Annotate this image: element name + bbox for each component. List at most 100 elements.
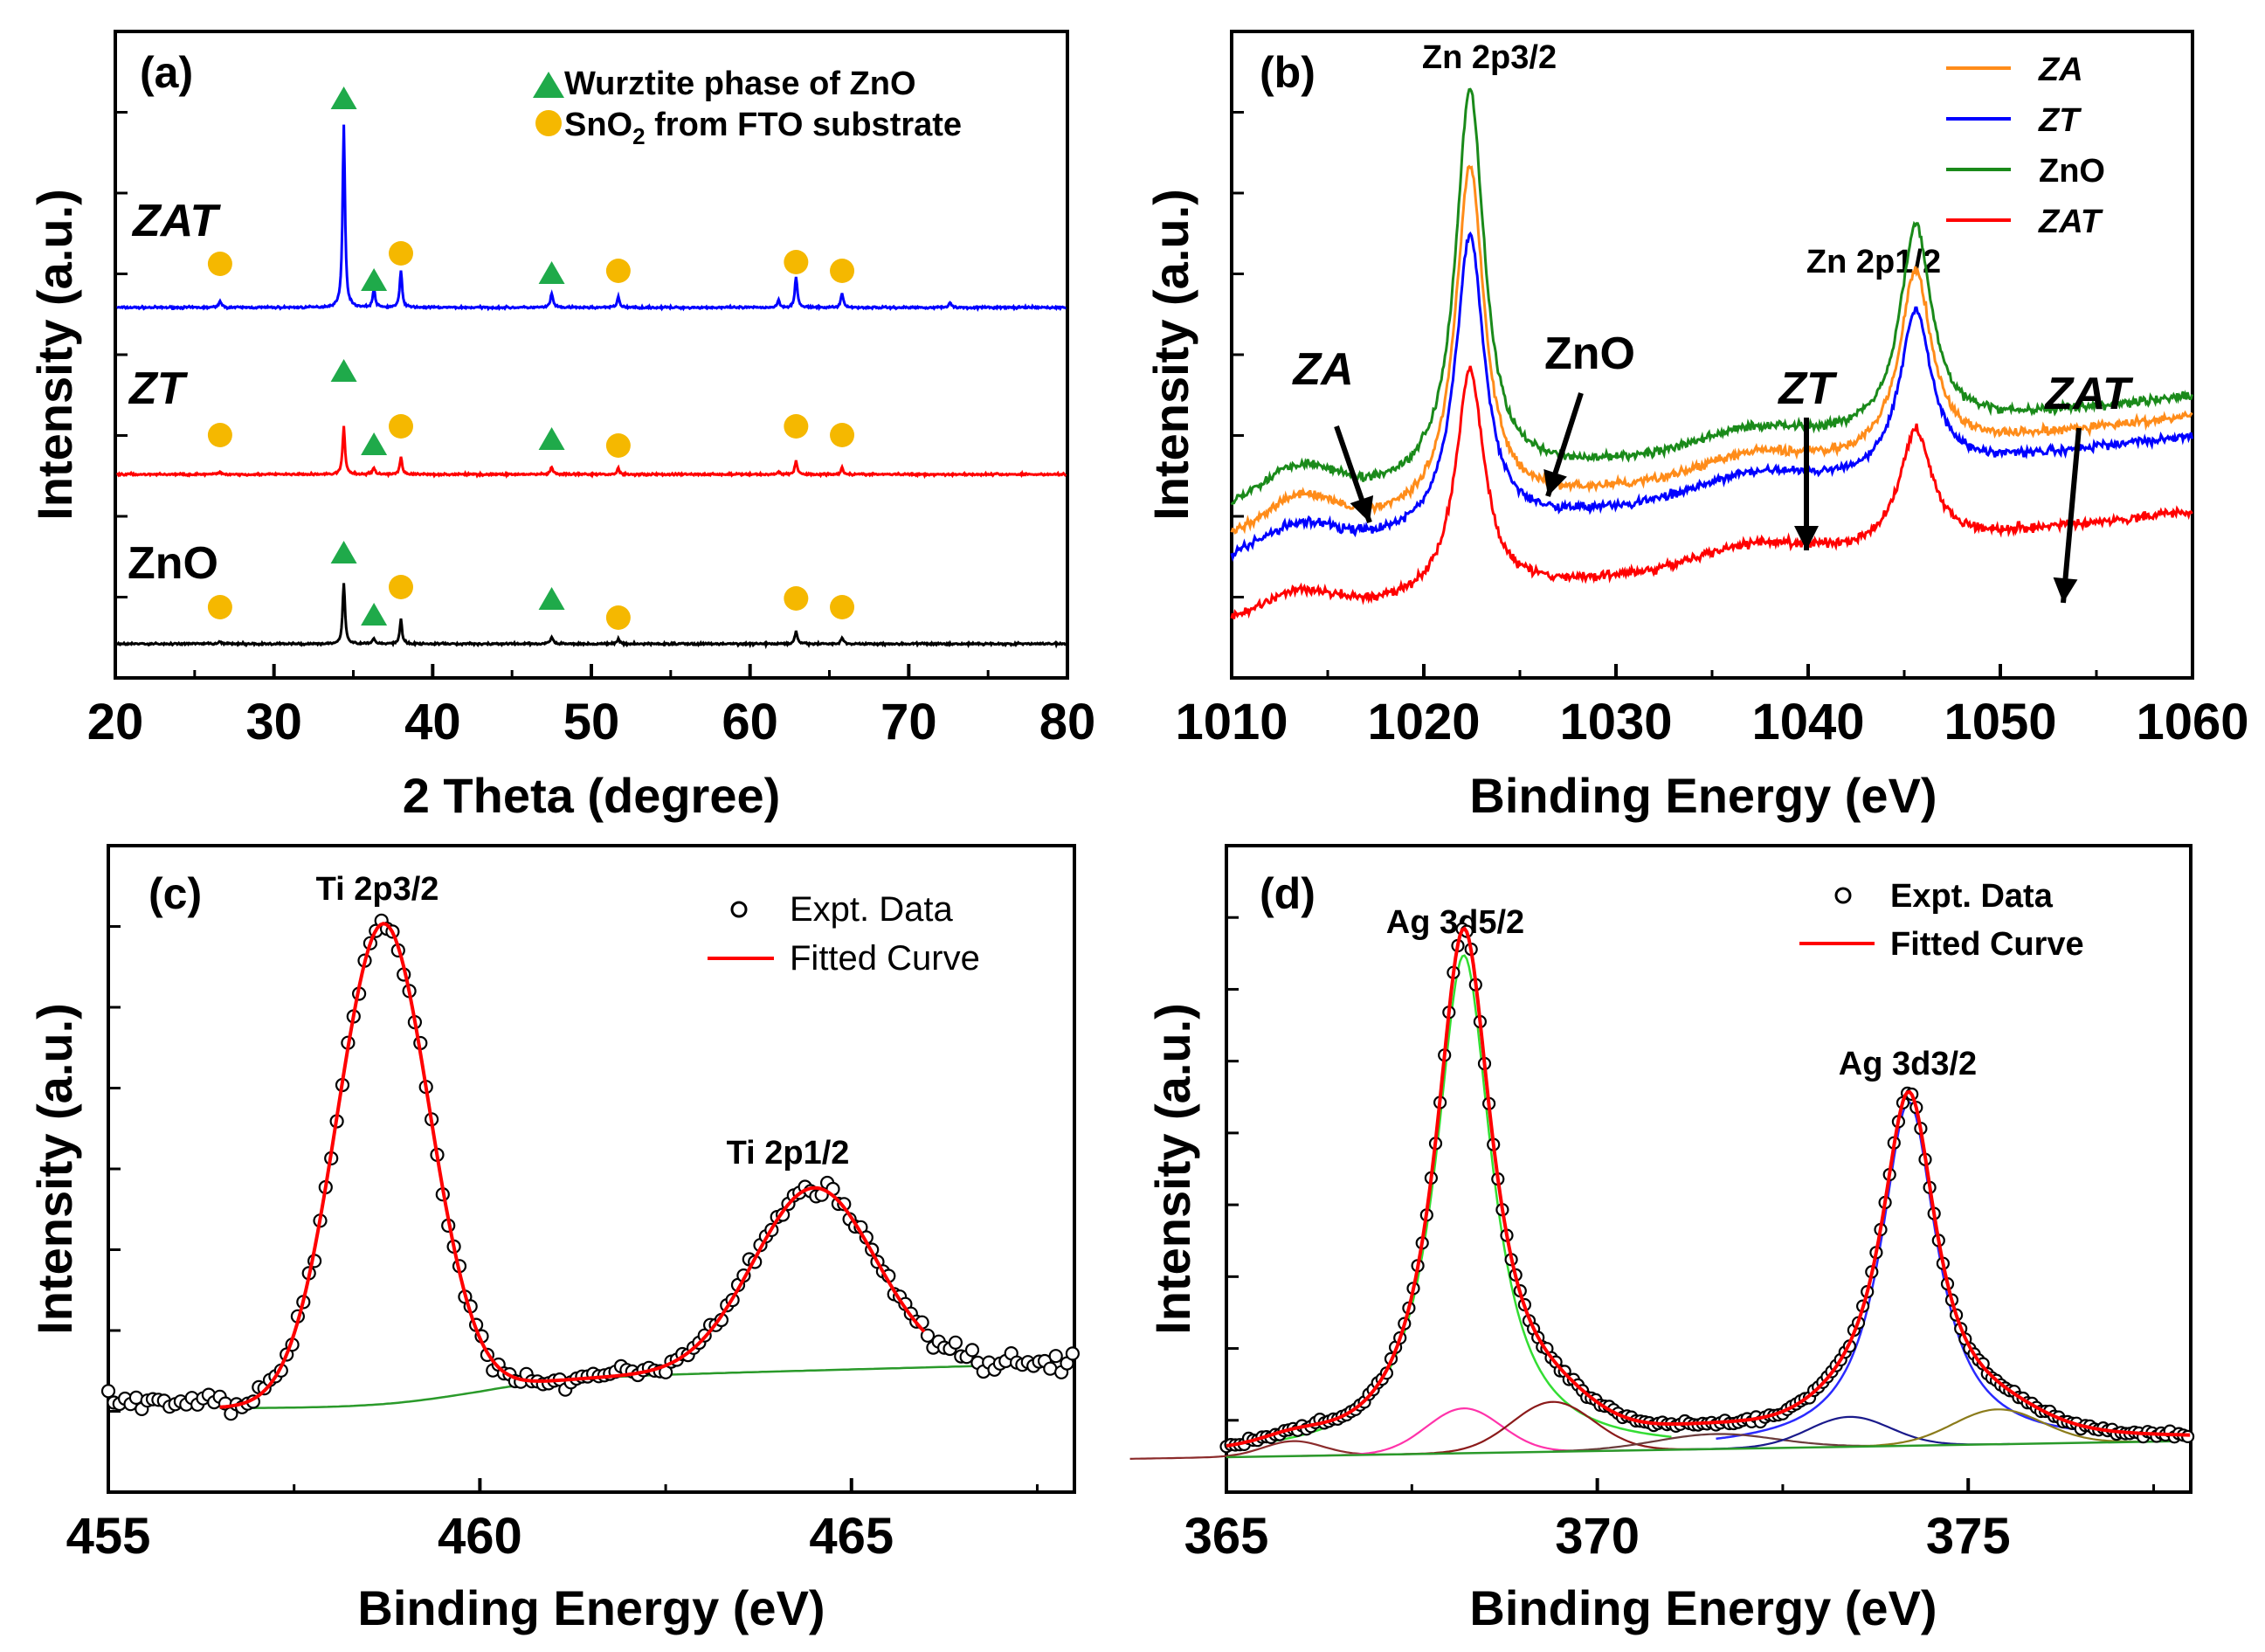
ti-data-point [964,1343,980,1358]
legend-a-sno2-rest: from FTO substrate [646,107,962,143]
arrow-head-zat [2053,577,2078,603]
xps-line-zat [1230,365,2193,619]
x-tick-label-a: 40 [404,694,461,750]
arrow-shaft-zat [2061,427,2082,604]
ag-minor-component-line [1834,1408,2158,1448]
arrow-head-zno [1543,469,1567,496]
peak-label-zn-2p1-2: Zn 2p1/2 [1806,244,1941,280]
legend-d-expt: Expt. Data [1890,878,2054,915]
panel-c-ylabel: Intensity (a.u.) [27,1003,82,1335]
x-tick-label-a: 20 [87,694,144,750]
legend-d-marker-icon [1834,887,1852,904]
wurtzite-marker [330,541,357,563]
xrd-line-zno [116,583,1067,650]
sno2-marker [784,250,809,274]
panel-c-label: (c) [148,869,202,918]
sno2-marker [605,433,631,458]
x-tick-label-b: 1040 [1751,694,1864,750]
legend-c-fit: Fitted Curve [790,939,980,978]
series-label-zat: ZAT [131,196,221,246]
legend-a-circle-icon [535,110,562,136]
panel-c-xlabel: Binding Energy (eV) [357,1580,825,1635]
sno2-marker [389,241,413,266]
x-tick-label-a: 60 [722,694,778,750]
legend-b-label-zt: ZT [2038,102,2082,139]
peak-label-ag-3d3-2: Ag 3d3/2 [1839,1046,1977,1082]
ti-data-point [100,1384,116,1399]
plot-layer: 20 30 40 50 60 70 80 ZA ZT ZnO ZAT ZA ZnO ZT ZAT 1010 10… [66,52,2249,1565]
x-tick-label-a: 30 [245,694,302,750]
panel-d-frame [1225,844,2192,1494]
sno2-marker [207,423,232,447]
x-tick-label-a: 80 [1039,694,1096,750]
legend-a-sno2-main: SnO [564,107,632,143]
sno2-marker [207,595,232,619]
sno2-marker [207,252,232,276]
arrow-head-zt [1794,526,1819,550]
x-tick-label-b: 1060 [2136,694,2248,750]
sno2-marker [830,423,855,447]
panel-a-label: (a) [140,48,193,97]
ag-minor-component-line [1389,1400,1714,1455]
legend-c-expt: Expt. Data [790,890,954,929]
legend-a-label-wurtzite: Wurztite phase of ZnO [564,66,916,102]
ag-component-line [1716,1101,2117,1441]
arrow-label-za: ZA [1291,344,1353,395]
x-tick-label-a: 50 [563,694,620,750]
panel-d-xlabel: Binding Energy (eV) [1469,1580,1937,1635]
x-tick-label-b: 1050 [1944,694,2056,750]
legend-a-sno2-sub: 2 [632,123,645,149]
x-tick-label-c: 455 [66,1508,151,1565]
xps-line-za [1230,164,2193,535]
peak-label-zn-2p3-2: Zn 2p3/2 [1422,39,1557,76]
xps-line-zno [1230,87,2194,506]
wurtzite-marker [538,587,565,610]
arrow-label-zat: ZAT [2043,369,2133,419]
wurtzite-marker [330,86,357,109]
ag-component-line [1270,954,1672,1443]
sno2-marker [784,586,809,611]
wurtzite-marker [361,268,388,291]
xrd-line-zt [115,425,1067,480]
wurtzite-marker [330,359,357,382]
xps-line-zt [1230,231,2194,563]
panel-b-ylabel: Intensity (a.u.) [1143,189,1198,521]
x-tick-label-b: 1010 [1175,694,1288,750]
sno2-marker [389,414,413,439]
wurtzite-marker [538,427,565,450]
sno2-marker [830,259,855,283]
sno2-marker [784,414,809,439]
panel-d-ylabel: Intensity (a.u.) [1145,1003,1200,1335]
wurtzite-marker [538,261,565,284]
legend-d-fit: Fitted Curve [1890,926,2084,963]
x-tick-label-d: 370 [1555,1508,1640,1565]
ti-fit-line [219,922,926,1409]
x-tick-label-c: 465 [809,1508,894,1565]
ag-minor-component-line [1552,1433,1876,1453]
x-tick-label-b: 1020 [1367,694,1480,750]
x-tick-label-d: 375 [1926,1508,2011,1565]
wurtzite-marker [361,603,388,626]
sno2-marker [389,575,413,599]
arrow-label-zno: ZnO [1544,328,1635,379]
panel-a-ylabel: Intensity (a.u.) [27,189,82,521]
panel-a-xlabel: 2 Theta (degree) [403,768,781,823]
peak-label-ti-2p1-2: Ti 2p1/2 [727,1135,850,1172]
x-tick-label-a: 70 [880,694,937,750]
panel-b-label: (b) [1260,48,1315,97]
legend-b-label-zat: ZAT [2038,204,2103,240]
panel-b-xlabel: Binding Energy (eV) [1469,768,1937,823]
sno2-marker [605,605,631,630]
peak-label-ag-3d5-2: Ag 3d5/2 [1386,904,1524,941]
ti-data-point [1048,1349,1063,1364]
peak-label-ti-2p3-2: Ti 2p3/2 [316,871,439,908]
arrow-label-zt: ZT [1777,363,1838,414]
sno2-marker [830,595,855,619]
legend-c-marker-icon [730,901,748,918]
x-tick-label-d: 365 [1184,1508,1269,1565]
legend-a-triangle-icon [533,72,564,98]
ti-data-point [1065,1346,1081,1361]
legend-b-label-za: ZA [2038,52,2083,88]
ag-background-line [1226,1440,2177,1459]
